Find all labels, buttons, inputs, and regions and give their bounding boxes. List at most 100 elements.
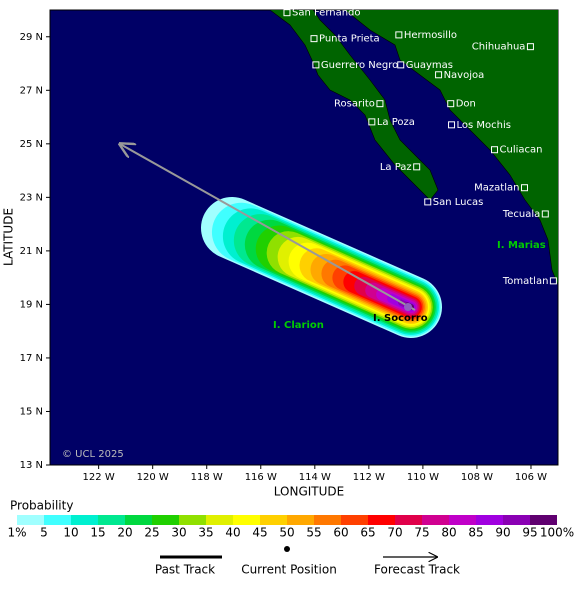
key-label: Current Position [241,563,337,577]
city-label: Rosarito [334,99,375,110]
legend-swatch [98,515,125,525]
x-tick-label: 114 W [299,472,331,483]
island-label: I. Clarion [273,320,324,331]
y-tick-label: 27 N [20,85,43,96]
city-marker [424,198,432,206]
legend-label: 10 [63,526,78,540]
mainland [344,10,558,286]
x-tick-label: 108 W [461,472,493,483]
y-tick-label: 23 N [20,192,43,203]
y-tick-label: 17 N [20,353,43,364]
city-marker [312,61,320,69]
legend-label: 90 [495,526,510,540]
key-label: Forecast Track [374,563,460,577]
x-tick-label: 116 W [245,472,277,483]
x-tick-label: 118 W [191,472,223,483]
city-label: Navojoa [444,70,485,81]
legend-label: 85 [468,526,483,540]
city-label: Guaymas [406,60,453,71]
legend-label: 80 [441,526,456,540]
legend-label: 1% [7,526,26,540]
legend-swatch [368,515,395,525]
legend-swatch [44,515,71,525]
cities: San Fernando Punta Prieta Hermosillo Chihua… [283,8,557,287]
city-label: San Fernando [292,8,361,19]
forecast-track [120,144,416,311]
legend-swatch [287,515,314,525]
current-position-key [284,546,290,552]
y-tick-label: 19 N [20,299,43,310]
city-marker [310,35,318,43]
city-label: Punta Prieta [319,34,380,45]
city-marker [491,146,498,154]
city-marker [549,277,557,285]
city-label: Guerrero Negro [321,60,398,71]
legend-swatch [476,515,503,525]
land [269,10,558,286]
city-label: La Poza [377,117,415,128]
legend-label: 95 [522,526,537,540]
legend-label: 75 [414,526,429,540]
legend-swatch [125,515,152,525]
legend-swatch [503,515,530,525]
city-label: Tomatlan [502,276,549,287]
city-marker [413,163,421,171]
legend-swatch [395,515,422,525]
city-label: San Lucas [433,197,484,208]
legend-swatch [179,515,206,525]
legend-swatch [71,515,98,525]
city-marker [541,210,549,218]
legend-label: 5 [40,526,48,540]
city-marker [395,31,403,39]
legend-swatch [314,515,341,525]
city-label: Mazatlan [474,183,519,194]
legend-label: 30 [171,526,186,540]
y-tick-label: 15 N [20,406,43,417]
x-axis-label: LONGITUDE [274,485,344,499]
y-tick-label: 25 N [20,139,43,150]
legend-swatch [206,515,233,525]
legend-swatch [449,515,476,525]
key-label: Past Track [155,563,215,577]
y-tick-label: 13 N [20,460,43,471]
legend-swatch [422,515,449,525]
legend-label: 40 [225,526,240,540]
legend-label: 25 [144,526,159,540]
x-tick-label: 110 W [407,472,439,483]
y-tick-label: 21 N [20,246,43,257]
legend-label: 20 [117,526,132,540]
axes: 122 W 120 W 118 W 116 W 114 W 112 W 110 W 108 W… [20,32,548,483]
x-tick-label: 122 W [83,472,115,483]
legend-swatch [341,515,368,525]
legend-swatch [17,515,44,525]
legend-label: 100% [540,526,574,540]
x-tick-label: 106 W [515,472,547,483]
legend-label: 65 [360,526,375,540]
y-tick-label: 29 N [20,32,43,43]
legend-label: 15 [90,526,105,540]
legend-swatch [530,515,557,525]
city-marker [376,100,384,108]
city-marker [526,43,534,51]
city-label: Chihuahua [472,42,526,53]
city-label: Los Mochis [457,120,511,131]
island-label: I. Marias [497,240,546,251]
legend-title: Probability [10,499,73,513]
legend-swatch [260,515,287,525]
legend-label: 55 [306,526,321,540]
city-label: Hermosillo [404,30,457,41]
legend-label: 70 [387,526,402,540]
city-label: Don [456,99,476,110]
legend-swatch [152,515,179,525]
probability-field [201,197,442,338]
current-position [404,303,412,311]
legend-label: 50 [279,526,294,540]
island-label: I. Socorro [373,313,428,324]
legend-label: 35 [198,526,213,540]
legend-swatch [233,515,260,525]
city-marker [520,184,528,192]
city-label: Culiacan [500,145,543,156]
city-marker [397,61,405,69]
city-label: Tecuala [502,209,540,220]
